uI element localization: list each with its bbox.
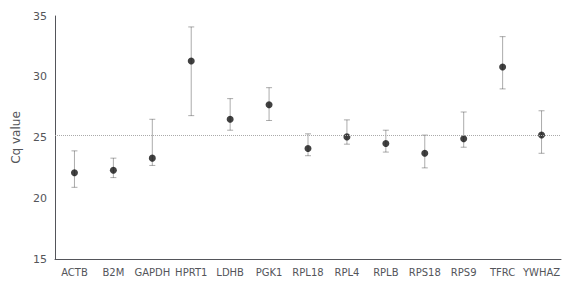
- svg-text:TFRC: TFRC: [489, 267, 515, 278]
- svg-text:35: 35: [33, 10, 47, 23]
- svg-text:RPLB: RPLB: [373, 267, 399, 278]
- svg-text:YWHAZ: YWHAZ: [522, 267, 560, 278]
- svg-text:RPS18: RPS18: [409, 267, 441, 278]
- svg-text:20: 20: [33, 192, 47, 205]
- svg-text:25: 25: [33, 131, 47, 144]
- svg-text:LDHB: LDHB: [216, 267, 244, 278]
- svg-text:PGK1: PGK1: [256, 267, 283, 278]
- svg-text:Cq value: Cq value: [9, 111, 23, 164]
- svg-text:RPL4: RPL4: [334, 267, 359, 278]
- svg-text:GAPDH: GAPDH: [134, 267, 170, 278]
- svg-text:RPS9: RPS9: [451, 267, 477, 278]
- svg-text:30: 30: [33, 70, 47, 83]
- svg-text:15: 15: [33, 253, 47, 266]
- svg-text:ACTB: ACTB: [61, 267, 88, 278]
- svg-text:B2M: B2M: [102, 267, 124, 278]
- svg-text:RPL18: RPL18: [292, 267, 323, 278]
- svg-text:HPRT1: HPRT1: [175, 267, 207, 278]
